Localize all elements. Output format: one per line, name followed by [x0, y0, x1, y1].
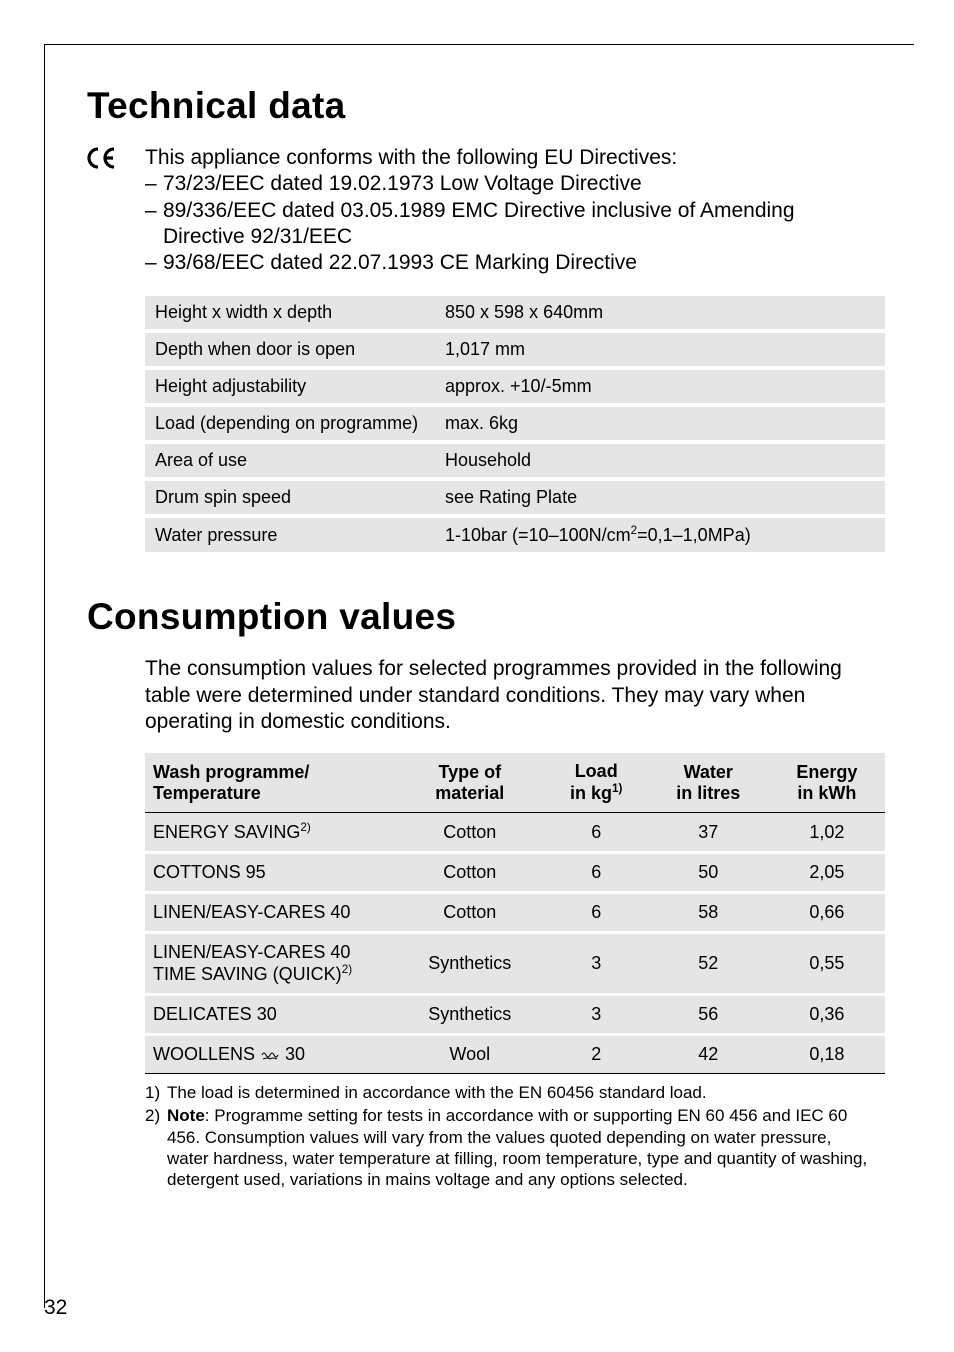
spec-label: Area of use: [145, 442, 435, 479]
footnotes: 1)The load is determined in accordance w…: [145, 1082, 872, 1190]
cons-cell: DELICATES 30: [145, 995, 395, 1035]
cons-col-header: Wash programme/Temperature: [145, 753, 395, 813]
spec-value: see Rating Plate: [435, 479, 885, 516]
cons-cell: 0,55: [769, 933, 885, 995]
cons-cell: 0,66: [769, 893, 885, 933]
spec-label: Drum spin speed: [145, 479, 435, 516]
cons-cell: 50: [648, 853, 769, 893]
spec-label: Load (depending on programme): [145, 405, 435, 442]
cons-cell: Cotton: [395, 853, 545, 893]
spec-value: 1,017 mm: [435, 331, 885, 368]
cons-col-header: Waterin litres: [648, 753, 769, 813]
cons-col-header: Type ofmaterial: [395, 753, 545, 813]
spec-row: Height x width x depth850 x 598 x 640mm: [145, 296, 885, 331]
ce-mark-icon: [87, 145, 145, 176]
directive-item: –73/23/EEC dated 19.02.1973 Low Voltage …: [145, 171, 795, 197]
page-content: Technical data This appliance conforms w…: [45, 85, 914, 1190]
cons-cell: 6: [545, 893, 648, 933]
cons-cell: Cotton: [395, 813, 545, 853]
cons-cell: 0,18: [769, 1035, 885, 1074]
cons-cell: LINEN/EASY-CARES 40: [145, 893, 395, 933]
cons-cell: 3: [545, 933, 648, 995]
cons-cell: 52: [648, 933, 769, 995]
spec-label: Depth when door is open: [145, 331, 435, 368]
spec-label: Water pressure: [145, 516, 435, 554]
footnote-body: Note: Programme setting for tests in acc…: [167, 1105, 872, 1190]
directive-intro: This appliance conforms with the followi…: [145, 145, 795, 171]
directive-block: This appliance conforms with the followi…: [87, 145, 872, 276]
consumption-table: Wash programme/TemperatureType ofmateria…: [145, 753, 885, 1074]
cons-cell: 6: [545, 813, 648, 853]
cons-cell: 56: [648, 995, 769, 1035]
cons-row: ENERGY SAVING2)Cotton6371,02: [145, 813, 885, 853]
cons-cell: Synthetics: [395, 933, 545, 995]
cons-cell: COTTONS 95: [145, 853, 395, 893]
footnote: 2)Note: Programme setting for tests in a…: [145, 1105, 872, 1190]
cons-row: DELICATES 30Synthetics3560,36: [145, 995, 885, 1035]
cons-row: COTTONS 95Cotton6502,05: [145, 853, 885, 893]
cons-cell: 2: [545, 1035, 648, 1074]
section2-heading: Consumption values: [87, 596, 872, 638]
page-frame: Technical data This appliance conforms w…: [44, 44, 914, 1308]
spec-row: Water pressure1-10bar (=10–100N/cm2=0,1–…: [145, 516, 885, 554]
directive-list: –73/23/EEC dated 19.02.1973 Low Voltage …: [145, 171, 795, 276]
cons-cell: Cotton: [395, 893, 545, 933]
cons-cell: 6: [545, 853, 648, 893]
spec-row: Height adjustabilityapprox. +10/-5mm: [145, 368, 885, 405]
spec-row: Load (depending on programme)max. 6kg: [145, 405, 885, 442]
spec-row: Area of useHousehold: [145, 442, 885, 479]
spec-table: Height x width x depth850 x 598 x 640mmD…: [145, 296, 885, 556]
spec-value: 850 x 598 x 640mm: [435, 296, 885, 331]
footnote-body: The load is determined in accordance wit…: [167, 1082, 707, 1103]
cons-cell: 1,02: [769, 813, 885, 853]
consumption-intro: The consumption values for selected prog…: [145, 656, 872, 735]
cons-cell: 3: [545, 995, 648, 1035]
cons-cell: 0,36: [769, 995, 885, 1035]
cons-row: WOOLLENS 30Wool2420,18: [145, 1035, 885, 1074]
cons-cell: 2,05: [769, 853, 885, 893]
spec-row: Depth when door is open1,017 mm: [145, 331, 885, 368]
spec-label: Height x width x depth: [145, 296, 435, 331]
directive-item: –89/336/EEC dated 03.05.1989 EMC Directi…: [145, 198, 795, 251]
spec-row: Drum spin speedsee Rating Plate: [145, 479, 885, 516]
cons-cell: LINEN/EASY-CARES 40TIME SAVING (QUICK)2): [145, 933, 395, 995]
cons-cell: ENERGY SAVING2): [145, 813, 395, 853]
spec-label: Height adjustability: [145, 368, 435, 405]
cons-cell: Synthetics: [395, 995, 545, 1035]
spec-value: approx. +10/-5mm: [435, 368, 885, 405]
section1-heading: Technical data: [87, 85, 872, 127]
cons-cell: 37: [648, 813, 769, 853]
directive-item: –93/68/EEC dated 22.07.1993 CE Marking D…: [145, 250, 795, 276]
cons-cell: 58: [648, 893, 769, 933]
cons-cell: 42: [648, 1035, 769, 1074]
cons-cell: WOOLLENS 30: [145, 1035, 395, 1074]
page-number: 32: [44, 1296, 67, 1320]
footnote-num: 1): [145, 1082, 167, 1103]
cons-col-header: Energyin kWh: [769, 753, 885, 813]
cons-row: LINEN/EASY-CARES 40Cotton6580,66: [145, 893, 885, 933]
cons-cell: Wool: [395, 1035, 545, 1074]
directive-body: This appliance conforms with the followi…: [145, 145, 795, 276]
footnote: 1)The load is determined in accordance w…: [145, 1082, 872, 1103]
cons-row: LINEN/EASY-CARES 40TIME SAVING (QUICK)2)…: [145, 933, 885, 995]
spec-value: 1-10bar (=10–100N/cm2=0,1–1,0MPa): [435, 516, 885, 554]
spec-value: max. 6kg: [435, 405, 885, 442]
cons-col-header: Loadin kg1): [545, 753, 648, 813]
footnote-num: 2): [145, 1105, 167, 1190]
spec-value: Household: [435, 442, 885, 479]
